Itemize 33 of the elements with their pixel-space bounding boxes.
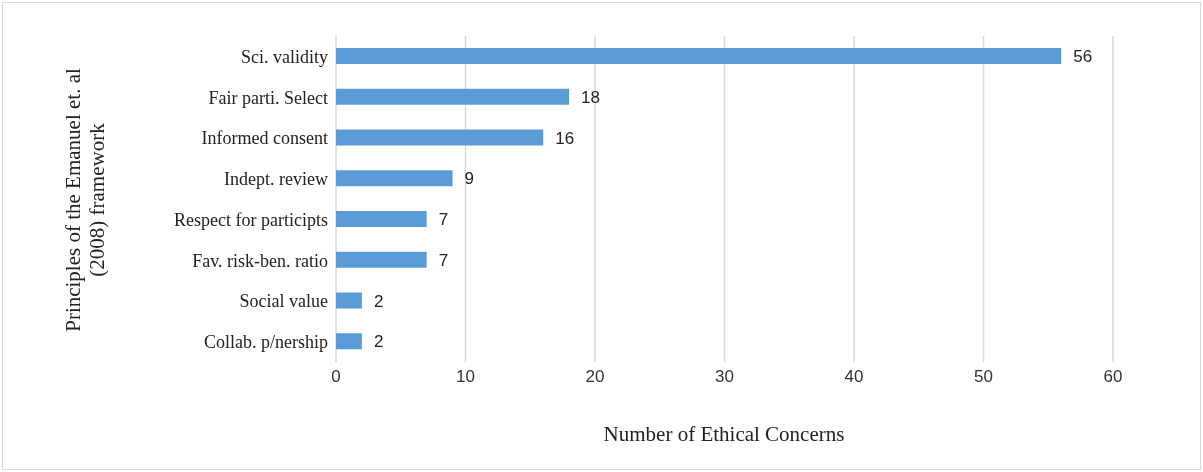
x-axis-title: Number of Ethical Concerns — [603, 422, 845, 446]
data-label: 56 — [1073, 47, 1093, 67]
data-label: 7 — [438, 210, 449, 230]
x-tick-label: 40 — [844, 367, 864, 387]
data-label: 16 — [555, 128, 575, 148]
x-tick-label: 50 — [974, 367, 993, 387]
x-tick-label: 10 — [456, 367, 475, 387]
data-label: 7 — [438, 250, 449, 270]
bar — [336, 129, 544, 146]
bar — [336, 48, 1062, 64]
bar — [336, 333, 362, 350]
x-tick-label: 20 — [585, 367, 605, 387]
y-tick-label: Respect for participts — [174, 209, 328, 230]
y-tick-label: Fav. risk-ben. ratio — [192, 250, 328, 271]
x-tick-label: 30 — [715, 367, 734, 387]
data-label: 9 — [464, 169, 475, 189]
bar — [336, 211, 427, 227]
bar — [336, 292, 362, 309]
y-tick-label: Social value — [239, 291, 328, 312]
bar — [336, 170, 453, 187]
y-tick-label: Fair parti. Select — [208, 87, 328, 108]
y-tick-label: Informed consent — [201, 128, 328, 149]
data-label: 18 — [581, 87, 601, 107]
y-axis-title: Principles of the Emanuel et. al (2008) framework — [61, 68, 109, 332]
x-tick-label: 0 — [331, 367, 341, 387]
x-tick-label: 60 — [1103, 367, 1123, 387]
y-tick-label: Sci. validity — [241, 46, 328, 67]
bar — [336, 251, 427, 268]
y-tick-label: Indept. review — [224, 169, 328, 190]
data-label: 2 — [373, 291, 384, 311]
y-tick-label: Collab. p/nership — [204, 332, 328, 353]
bar — [336, 88, 570, 105]
data-label: 2 — [373, 332, 384, 352]
